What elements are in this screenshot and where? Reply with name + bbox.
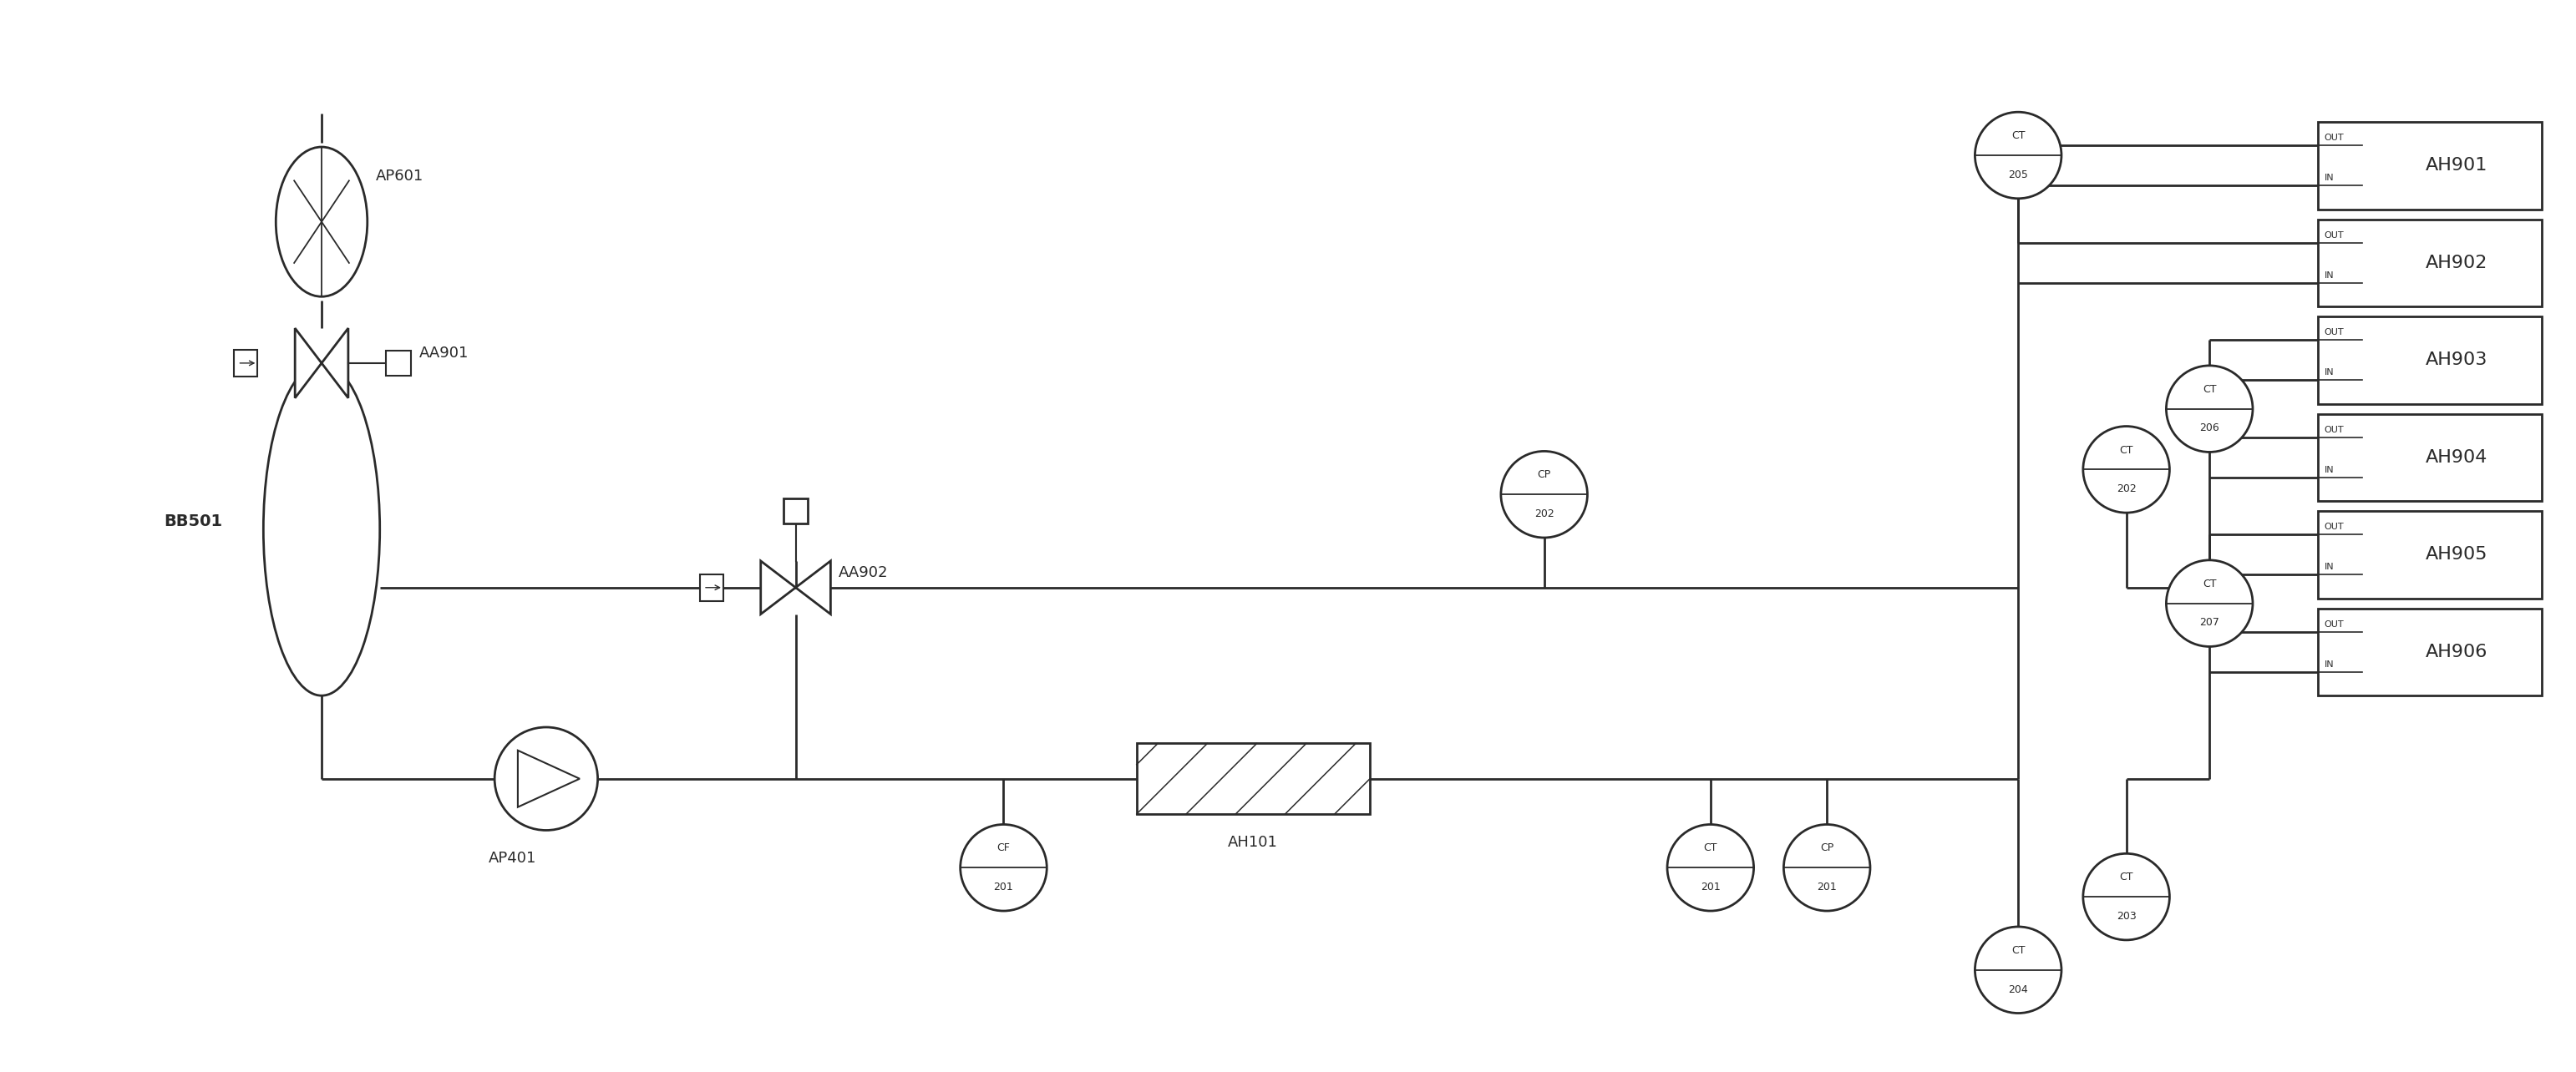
Text: 202: 202 — [2117, 483, 2136, 494]
Text: CT: CT — [2120, 445, 2133, 456]
Polygon shape — [760, 561, 796, 614]
Circle shape — [1502, 451, 1587, 538]
Text: CT: CT — [2202, 579, 2215, 590]
Circle shape — [1667, 824, 1754, 911]
Circle shape — [1976, 926, 2061, 1013]
Text: OUT: OUT — [2324, 134, 2344, 143]
Bar — [2318, 608, 2543, 696]
Polygon shape — [322, 328, 348, 398]
Text: 201: 201 — [1816, 881, 1837, 893]
Text: 205: 205 — [2009, 169, 2027, 180]
Text: CP: CP — [1538, 470, 1551, 480]
Text: AH905: AH905 — [2427, 547, 2488, 563]
Text: AH906: AH906 — [2427, 643, 2488, 660]
Text: CP: CP — [1821, 843, 1834, 853]
Circle shape — [961, 824, 1046, 911]
Text: 206: 206 — [2200, 422, 2221, 434]
Text: AH101: AH101 — [1229, 835, 1278, 850]
Bar — [2318, 316, 2543, 404]
Text: AH904: AH904 — [2427, 449, 2488, 466]
Text: IN: IN — [2324, 563, 2334, 571]
Circle shape — [2166, 560, 2254, 646]
Text: BB501: BB501 — [165, 513, 222, 528]
Text: CT: CT — [1703, 843, 1718, 853]
Bar — [783, 498, 809, 523]
Text: AH901: AH901 — [2427, 158, 2488, 174]
Text: IN: IN — [2324, 660, 2334, 669]
Text: AP601: AP601 — [376, 168, 422, 183]
Polygon shape — [796, 561, 829, 614]
Circle shape — [2084, 427, 2169, 512]
Text: 203: 203 — [2117, 911, 2136, 922]
Bar — [1136, 743, 1370, 814]
Ellipse shape — [276, 147, 368, 297]
Bar — [2318, 220, 2543, 307]
Text: OUT: OUT — [2324, 621, 2344, 628]
Text: CT: CT — [2202, 384, 2215, 394]
Text: AH903: AH903 — [2427, 352, 2488, 369]
Text: 207: 207 — [2200, 617, 2221, 628]
Polygon shape — [296, 328, 322, 398]
Text: 201: 201 — [1700, 881, 1721, 893]
Circle shape — [495, 727, 598, 831]
Bar — [2318, 414, 2543, 501]
Text: AA901: AA901 — [420, 345, 469, 360]
Text: IN: IN — [2324, 466, 2334, 474]
Circle shape — [1976, 113, 2061, 198]
Bar — [2318, 511, 2543, 598]
Bar — [701, 575, 724, 600]
Circle shape — [2166, 366, 2254, 452]
Text: 202: 202 — [1535, 508, 1553, 519]
Text: AP401: AP401 — [489, 851, 536, 866]
Text: 204: 204 — [2009, 984, 2027, 995]
Text: IN: IN — [2324, 369, 2334, 377]
Bar — [234, 349, 258, 376]
Text: OUT: OUT — [2324, 328, 2344, 337]
Text: OUT: OUT — [2324, 523, 2344, 532]
Bar — [386, 351, 410, 375]
Bar — [2318, 122, 2543, 209]
Text: CT: CT — [2120, 872, 2133, 882]
Text: IN: IN — [2324, 174, 2334, 182]
Text: IN: IN — [2324, 271, 2334, 280]
Text: CT: CT — [2012, 946, 2025, 956]
Text: AH902: AH902 — [2427, 254, 2488, 271]
Text: CF: CF — [997, 843, 1010, 853]
Text: OUT: OUT — [2324, 426, 2344, 434]
Text: CT: CT — [2012, 131, 2025, 142]
Text: AA902: AA902 — [840, 565, 889, 580]
Text: 201: 201 — [994, 881, 1012, 893]
Text: OUT: OUT — [2324, 232, 2344, 239]
Circle shape — [1783, 824, 1870, 911]
Ellipse shape — [263, 363, 379, 696]
Circle shape — [2084, 853, 2169, 940]
